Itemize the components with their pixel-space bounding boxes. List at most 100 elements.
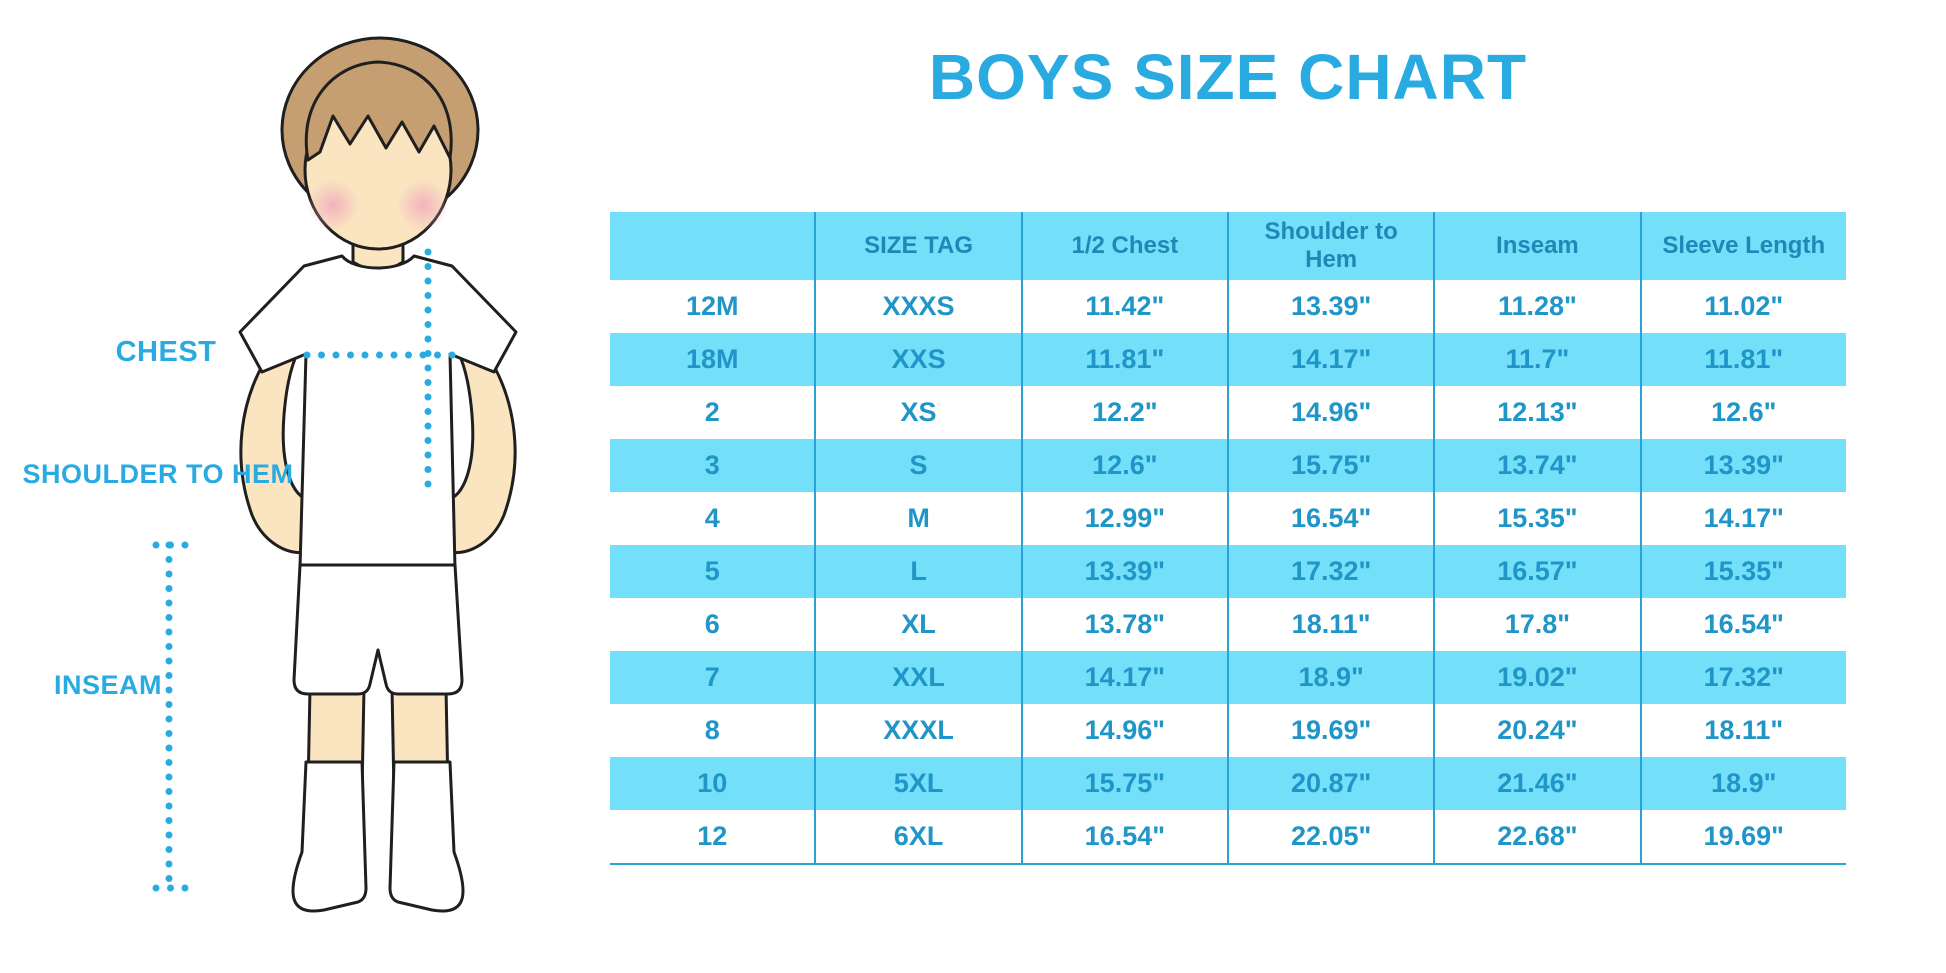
- value-cell: S: [815, 439, 1023, 492]
- size-cell: 4: [610, 492, 817, 545]
- value-cell: 18.11": [1704, 715, 1784, 745]
- value-cell: 16.54": [1227, 492, 1436, 545]
- value-cell: XS: [815, 386, 1023, 439]
- value-cell: 15.75": [1227, 439, 1436, 492]
- value-cell: 16.57": [1434, 545, 1642, 598]
- value-cell: 14.96": [1021, 704, 1229, 757]
- value-cell: 11.28": [1434, 280, 1642, 333]
- value-cell: 11.81": [1021, 333, 1229, 386]
- value-cell: M: [815, 492, 1023, 545]
- value-cell: 22.05": [1227, 810, 1436, 865]
- size-cell: 8: [610, 704, 817, 757]
- value-cell: 12.2": [1021, 386, 1229, 439]
- value-cell: 14.96": [1227, 386, 1436, 439]
- value-cell: 13.74": [1434, 439, 1642, 492]
- size-cell: 18M: [610, 333, 817, 386]
- table-row: 18M XXS 11.81" 14.17" 11.7" 11.81": [610, 333, 1846, 386]
- size-cell: 6: [610, 598, 817, 651]
- hair-fringe-shape: [304, 60, 453, 162]
- value-cell: 14.17": [1227, 333, 1436, 386]
- value-cell: 15.35": [1434, 492, 1642, 545]
- column-header: 1/2 Chest: [1021, 212, 1229, 280]
- column-header: SIZE TAG: [815, 212, 1023, 280]
- left-sock-shape: [291, 760, 368, 913]
- value-cell: 17.32": [1227, 545, 1436, 598]
- value-cell: 18.11": [1227, 598, 1436, 651]
- shorts-shape: [292, 563, 464, 696]
- value-cell: 19.69": [1227, 704, 1436, 757]
- value-cell: 11.81": [1640, 333, 1846, 386]
- value-cell: L: [815, 545, 1023, 598]
- value-cell: 11.02": [1704, 291, 1784, 321]
- value-cell: XXXL: [815, 704, 1023, 757]
- value-cell: 17.32": [1640, 651, 1846, 704]
- value-cell: 19.02": [1434, 651, 1642, 704]
- value-cell: 13.39": [1227, 280, 1436, 333]
- boy-figure-svg: [152, 36, 518, 913]
- shoulder-to-hem-label: SHOULDER TO HEM: [22, 459, 294, 489]
- table-row: 10 5XL 15.75" 20.87" 21.46" 18.9": [610, 757, 1846, 810]
- table-row: 5 L 13.39" 17.32" 16.57" 15.35": [610, 545, 1846, 598]
- value-cell: 11.7": [1434, 333, 1642, 386]
- size-cell: 2: [610, 386, 817, 439]
- value-cell: XXL: [815, 651, 1023, 704]
- value-cell: 5XL: [815, 757, 1023, 810]
- column-header: Sleeve Length: [1640, 212, 1846, 280]
- table-row: 3 S 12.6" 15.75" 13.74" 13.39": [610, 439, 1846, 492]
- value-cell: XXXS: [815, 280, 1023, 333]
- value-cell: 18.9": [1640, 757, 1846, 810]
- chest-label: CHEST: [115, 336, 217, 368]
- table-row: 8 XXXL 14.96" 19.69" 20.24" 18.11": [610, 704, 1846, 757]
- blush-right: [397, 179, 449, 231]
- page-title: BOYS SIZE CHART: [928, 41, 1528, 113]
- value-cell: 14.17": [1703, 503, 1784, 533]
- value-cell: 12.6": [1711, 397, 1777, 427]
- value-cell: 18.9": [1227, 651, 1436, 704]
- value-cell: 15.35": [1640, 545, 1846, 598]
- header-row: SIZE TAG 1/2 Chest Shoulder to Hem Inseam Sl…: [610, 212, 1846, 280]
- table-row: 12 6XL 16.54" 22.05" 22.68" 19.69": [610, 810, 1846, 865]
- right-arm-shape: [444, 350, 517, 555]
- size-cell: 7: [610, 651, 817, 704]
- size-table: SIZE TAG 1/2 Chest Shoulder to Hem Inseam Sl…: [610, 212, 1846, 865]
- inseam-label: INSEAM: [53, 670, 162, 700]
- column-header: [610, 212, 817, 280]
- value-cell: XXS: [815, 333, 1023, 386]
- boy-illustration: CHEST SHOULDER TO HEM INSEAM: [0, 0, 560, 973]
- table-row: 6 XL 13.78" 18.11" 17.8" 16.54": [610, 598, 1846, 651]
- size-table-body: 12M XXXS 11.42" 13.39" 11.28" 11.02" 18M XXS 11.…: [610, 280, 1846, 865]
- table-row: 2 XS 12.2" 14.96" 12.13" 12.6": [610, 386, 1846, 439]
- size-cell: 12M: [610, 280, 817, 333]
- value-cell: 17.8": [1434, 598, 1642, 651]
- table-row: 12M XXXS 11.42" 13.39" 11.28" 11.02": [610, 280, 1846, 333]
- value-cell: 16.54": [1703, 609, 1784, 639]
- value-cell: XL: [815, 598, 1023, 651]
- size-cell: 3: [610, 439, 817, 492]
- value-cell: 20.24": [1434, 704, 1642, 757]
- table-row: 4 M 12.99" 16.54" 15.35" 14.17": [610, 492, 1846, 545]
- value-cell: 14.17": [1021, 651, 1229, 704]
- value-cell: 19.69": [1640, 810, 1846, 865]
- value-cell: 13.78": [1021, 598, 1229, 651]
- column-header: Inseam: [1434, 212, 1642, 280]
- size-cell: 12: [610, 810, 817, 865]
- value-cell: 12.99": [1021, 492, 1229, 545]
- blush-left: [307, 179, 359, 231]
- value-cell: 12.6": [1021, 439, 1229, 492]
- value-cell: 20.87": [1227, 757, 1436, 810]
- value-cell: 13.39": [1640, 439, 1846, 492]
- value-cell: 21.46": [1434, 757, 1642, 810]
- column-header: Shoulder to Hem: [1227, 212, 1436, 280]
- value-cell: 22.68": [1434, 810, 1642, 865]
- left-arm-shape: [239, 350, 312, 555]
- right-sock-shape: [388, 760, 465, 913]
- value-cell: 11.42": [1021, 280, 1229, 333]
- value-cell: 13.39": [1021, 545, 1229, 598]
- size-cell: 10: [610, 757, 817, 810]
- table-row: 7 XXL 14.17" 18.9" 19.02" 17.32": [610, 651, 1846, 704]
- value-cell: 12.13": [1434, 386, 1642, 439]
- value-cell: 15.75": [1021, 757, 1229, 810]
- value-cell: 6XL: [815, 810, 1023, 865]
- size-cell: 5: [610, 545, 817, 598]
